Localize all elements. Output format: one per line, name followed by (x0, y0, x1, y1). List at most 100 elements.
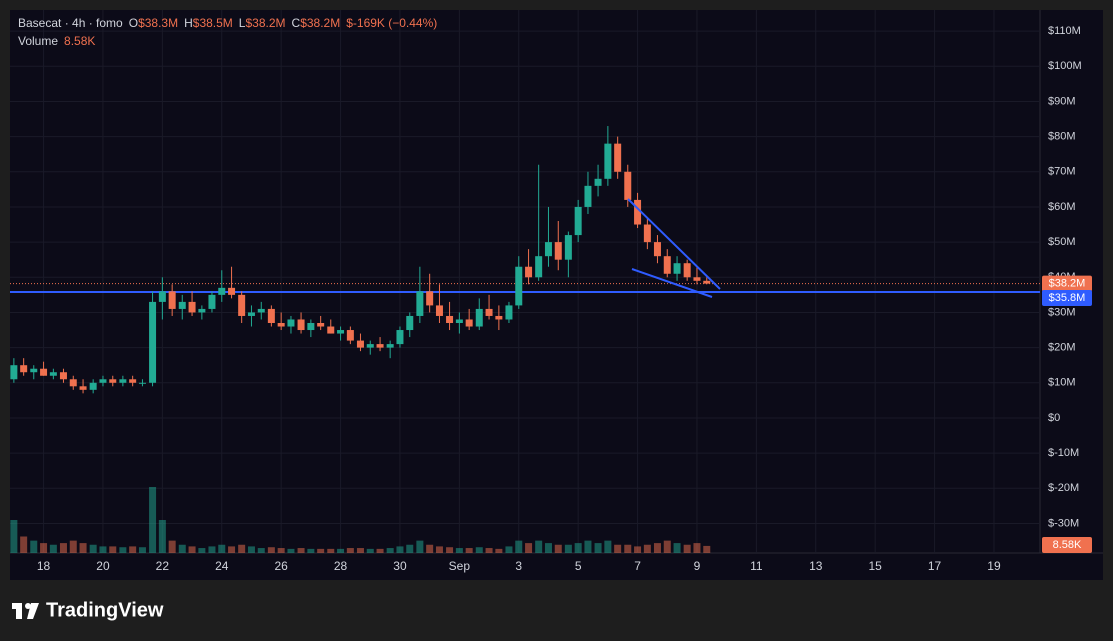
volume-bar (396, 546, 404, 553)
candle-body (495, 315, 503, 320)
candle-body (624, 171, 632, 200)
candle-body (386, 344, 394, 348)
volume-bar (99, 546, 107, 553)
volume-bar (614, 544, 622, 553)
volume-bar (455, 548, 463, 553)
y-tick-label: $80M (1048, 131, 1076, 143)
candle-body (218, 287, 226, 295)
volume-bar (168, 540, 176, 553)
header-label: O (129, 16, 138, 30)
volume-bar (267, 547, 275, 553)
header-value: $38.5M (193, 16, 233, 30)
volume-bar (138, 547, 146, 553)
volume-bar (683, 544, 691, 553)
header-label: L (239, 16, 246, 30)
candle-body (188, 301, 196, 313)
header-label: C (292, 16, 301, 30)
y-tick-label: $20M (1048, 342, 1076, 354)
x-tick-label: 20 (96, 559, 110, 573)
x-tick-label: 24 (215, 559, 229, 573)
candle-body (49, 372, 57, 376)
candle-body (208, 294, 216, 309)
candle-body (327, 326, 335, 334)
grid (10, 10, 1040, 553)
volume-bar (584, 540, 592, 553)
x-tick-label: 22 (156, 559, 170, 573)
candle-body (703, 280, 711, 284)
candle-body (129, 379, 137, 383)
x-tick-label: 26 (274, 559, 288, 573)
volume-bar (307, 548, 315, 553)
candle-body (337, 330, 345, 334)
volume-bar (604, 540, 612, 553)
volume-bar (643, 544, 651, 553)
volume-bar (554, 544, 562, 553)
header-value: $38.2M (245, 16, 285, 30)
candle-body (643, 224, 651, 243)
candle-body (138, 382, 146, 384)
volume-bar (317, 548, 325, 553)
y-tick-label: $100M (1048, 60, 1082, 72)
candle-body (267, 308, 275, 323)
candle-body (455, 319, 463, 323)
volume-bar (406, 544, 414, 553)
candle-body (198, 308, 206, 313)
volume-bar (79, 543, 87, 553)
volume-bar (446, 547, 454, 553)
volume-bar (158, 520, 166, 553)
candle-body (40, 368, 48, 376)
volume-bar (49, 544, 57, 553)
volume-bar (535, 540, 543, 553)
volume-bar (386, 548, 394, 553)
volume-bar (69, 540, 77, 553)
axes: $-30M$-20M$-10M$0$10M$20M$30M$40M$50M$60… (37, 25, 1092, 573)
volume-bar (505, 546, 513, 553)
volume-bar (515, 540, 523, 553)
y-tick-label: $-30M (1048, 517, 1079, 529)
symbol: Basecat · 4h · fomo (18, 16, 123, 30)
candle-body (406, 315, 414, 331)
volume-bar (693, 543, 701, 553)
volume-bar (673, 543, 681, 553)
volume-bar (257, 548, 265, 553)
candle-body (653, 242, 661, 257)
volume-bar (238, 544, 246, 553)
y-tick-label: $10M (1048, 377, 1076, 389)
header-label: H (184, 16, 193, 30)
candle-body (317, 322, 325, 327)
x-tick-label: 19 (987, 559, 1001, 573)
change: $-169K (−0.44%) (346, 16, 437, 30)
volume-bar (594, 543, 602, 553)
y-tick-label: $110M (1048, 25, 1081, 37)
volume-bar (416, 540, 424, 553)
volume-bar (109, 546, 117, 553)
volume-bar (356, 548, 364, 553)
volume-bar (188, 546, 196, 553)
candle-body (693, 277, 701, 281)
volume-pane (10, 487, 711, 553)
candle-body (525, 266, 533, 278)
volume-bar (129, 546, 137, 553)
candle-body (30, 368, 38, 373)
volume-bar (475, 547, 483, 553)
y-tick-label: $-20M (1048, 482, 1079, 494)
volume-axis-label-box (1042, 537, 1092, 553)
candle-body (435, 305, 443, 316)
candle-body (634, 199, 642, 225)
logo: TradingView (12, 599, 164, 621)
candle-body (535, 256, 543, 278)
volume-bar (366, 548, 374, 553)
volume-bar (228, 546, 236, 553)
x-tick-label: 11 (750, 559, 763, 573)
volume-bar (198, 548, 206, 553)
volume-bar (178, 544, 186, 553)
logo-icon (27, 603, 39, 619)
candle-body (673, 263, 681, 274)
volume-value: 8.58K (64, 34, 95, 48)
volume-bar (465, 548, 473, 553)
volume-bar (624, 544, 632, 553)
volume-bar (337, 548, 345, 553)
candle-body (544, 242, 552, 257)
volume-bar (663, 540, 671, 553)
